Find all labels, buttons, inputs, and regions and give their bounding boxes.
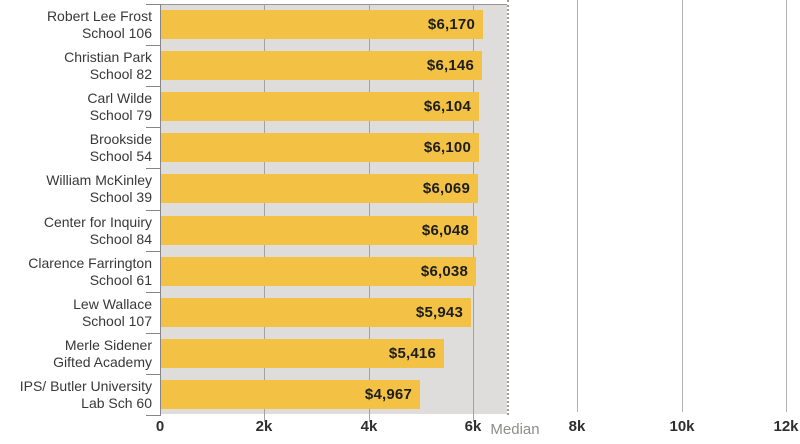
bar-row: Clarence Farrington School 61 $6,038 <box>0 251 800 292</box>
bar: $5,943 <box>161 298 471 327</box>
x-axis-tick-label: 12k <box>773 418 799 435</box>
x-axis-tick-label: 10k <box>669 418 695 435</box>
category-label: Robert Lee Frost School 106 <box>46 7 152 41</box>
bar-row: Brookside School 54 $6,100 <box>0 127 800 168</box>
bar-row: Merle Sidener Gifted Academy $5,416 <box>0 333 800 374</box>
bar-row: Carl Wilde School 79 $6,104 <box>0 86 800 127</box>
x-axis-tick-label: 6k <box>464 418 482 435</box>
bar-value-label: $6,146 <box>426 57 474 74</box>
x-axis-tick-label: 2k <box>255 418 273 435</box>
category-tick <box>146 415 160 416</box>
category-label: Carl Wilde School 79 <box>87 89 152 123</box>
bar-row: William McKinley School 39 $6,069 <box>0 168 800 209</box>
bar: $4,967 <box>161 380 420 409</box>
gridline <box>577 0 578 412</box>
bar: $6,104 <box>161 92 479 121</box>
bar-value-label: $6,170 <box>427 16 475 33</box>
category-tick <box>146 292 160 293</box>
category-tick <box>146 45 160 46</box>
category-tick <box>146 86 160 87</box>
bar-value-label: $4,967 <box>364 386 412 403</box>
median-line <box>507 0 509 415</box>
bar: $6,048 <box>161 216 477 245</box>
category-label: Center for Inquiry School 84 <box>43 213 152 247</box>
category-label: Christian Park School 82 <box>64 48 152 82</box>
bar-row: Christian Park School 82 $6,146 <box>0 45 800 86</box>
bar: $5,416 <box>161 339 444 368</box>
bar-row: Center for Inquiry School 84 $6,048 <box>0 210 800 251</box>
category-label: Clarence Farrington School 61 <box>28 254 152 288</box>
gridline <box>264 4 265 422</box>
category-label: William McKinley School 39 <box>46 171 152 205</box>
bar: $6,100 <box>161 133 479 162</box>
median-label: Median <box>490 421 540 438</box>
category-tick <box>146 251 160 252</box>
category-tick <box>146 4 160 5</box>
bar: $6,170 <box>161 10 483 39</box>
gridline <box>473 4 474 422</box>
bar: $6,038 <box>161 257 476 286</box>
bar-value-label: $6,038 <box>420 263 468 280</box>
category-tick <box>146 168 160 169</box>
bar-value-label: $6,104 <box>423 98 471 115</box>
x-axis-tick-label: 4k <box>360 418 378 435</box>
gridline <box>369 4 370 422</box>
x-axis-tick-label: 8k <box>568 418 586 435</box>
bar-row: Robert Lee Frost School 106 $6,170 <box>0 4 800 45</box>
bar: $6,146 <box>161 51 482 80</box>
bar-value-label: $6,048 <box>421 222 469 239</box>
bar-value-label: $5,416 <box>388 345 436 362</box>
category-label: Brookside School 54 <box>89 130 152 164</box>
category-tick <box>146 333 160 334</box>
x-axis-tick-label: 0 <box>155 418 165 435</box>
bar-row: IPS/ Butler University Lab Sch 60 $4,967 <box>0 374 800 415</box>
category-label: IPS/ Butler University Lab Sch 60 <box>19 377 152 411</box>
gridline <box>682 0 683 412</box>
category-tick <box>146 127 160 128</box>
category-tick <box>146 374 160 375</box>
bar-value-label: $6,069 <box>422 180 470 197</box>
category-tick <box>146 210 160 211</box>
category-label: Merle Sidener Gifted Academy <box>53 336 152 370</box>
y-axis-spine <box>160 4 161 416</box>
bar-value-label: $6,100 <box>423 139 471 156</box>
gridline <box>786 0 787 412</box>
category-label: Lew Wallace School 107 <box>73 295 152 329</box>
bar-row: Lew Wallace School 107 $5,943 <box>0 292 800 333</box>
bar-value-label: $5,943 <box>415 304 463 321</box>
bar: $6,069 <box>161 174 478 203</box>
